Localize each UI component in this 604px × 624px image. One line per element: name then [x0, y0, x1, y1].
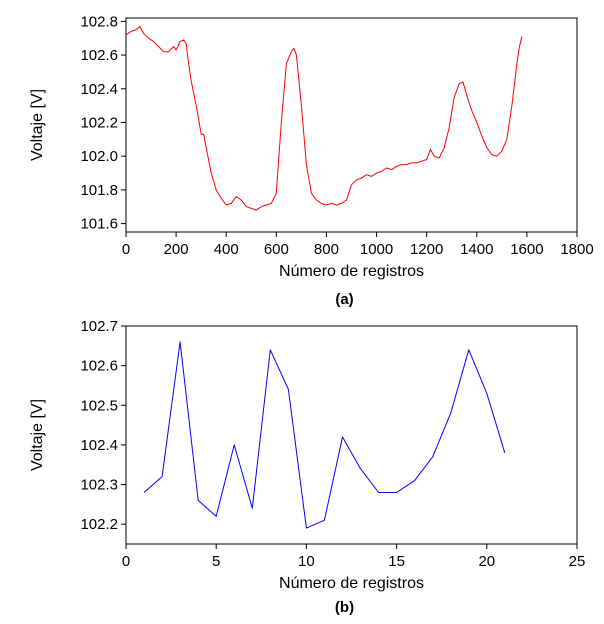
- chart-a-x-tick-label: 1800: [560, 241, 593, 258]
- chart-b-caption: (b): [335, 599, 354, 616]
- chart-a-x-tick-label: 800: [314, 241, 339, 258]
- chart-a-series-line: [125, 25, 523, 211]
- chart-a-x-tick-label: 400: [214, 241, 239, 258]
- chart-b-y-tick-label: 102.2: [80, 516, 118, 533]
- chart-b: 0 5 10 15 20 25 102.2 102.3 102.4 102.5 102.6 102.7…: [29, 318, 585, 616]
- chart-b-y-tick-label: 102.4: [80, 437, 118, 454]
- chart-b-x-tick-label: 20: [478, 553, 495, 570]
- chart-a-caption: (a): [335, 291, 353, 308]
- chart-a-y-tick-label: 102.8: [80, 13, 118, 30]
- chart-b-x-tick-label: 15: [388, 553, 405, 570]
- chart-a: 0 200 400 600 800 1000 1200 1400 1600 1800 101.6 10…: [29, 13, 594, 308]
- chart-a-x-axis-label: Número de registros: [279, 263, 424, 280]
- chart-b-y-tick-label: 102.3: [80, 477, 118, 494]
- chart-a-x-tick-label: 1000: [360, 241, 393, 258]
- chart-a-x-tick-label: 1400: [460, 241, 493, 258]
- chart-a-x-tick-label: 1600: [510, 241, 543, 258]
- chart-a-x-tick-label: 200: [164, 241, 189, 258]
- chart-b-y-tick-label: 102.5: [80, 397, 118, 414]
- chart-a-y-tick-label: 101.8: [80, 182, 118, 199]
- chart-a-y-tick-label: 101.6: [80, 216, 118, 233]
- chart-b-x-tick-label: 5: [212, 553, 220, 570]
- chart-b-x-tick-label: 0: [122, 553, 130, 570]
- chart-b-series-line: [143, 341, 506, 529]
- chart-b-plot-frame: [125, 325, 578, 545]
- chart-b-y-axis-label: Voltaje [V]: [29, 399, 46, 471]
- chart-b-x-tick-label: 25: [569, 553, 586, 570]
- chart-a-y-tick-label: 102.0: [80, 148, 118, 165]
- chart-a-y-tick-label: 102.2: [80, 114, 118, 131]
- chart-a-y-axis-label: Voltaje [V]: [29, 89, 46, 161]
- chart-b-y-tick-label: 102.7: [80, 318, 118, 335]
- chart-a-y-tick-label: 102.6: [80, 47, 118, 64]
- chart-b-x-tick-label: 10: [298, 553, 315, 570]
- chart-a-x-tick-label: 0: [122, 241, 130, 258]
- chart-a-x-tick-label: 600: [264, 241, 289, 258]
- chart-a-x-tick-label: 1200: [410, 241, 443, 258]
- chart-a-y-tick-label: 102.4: [80, 81, 118, 98]
- chart-b-x-axis-label: Número de registros: [279, 575, 424, 592]
- chart-b-y-tick-label: 102.6: [80, 358, 118, 375]
- chart-a-plot-frame: [125, 17, 578, 233]
